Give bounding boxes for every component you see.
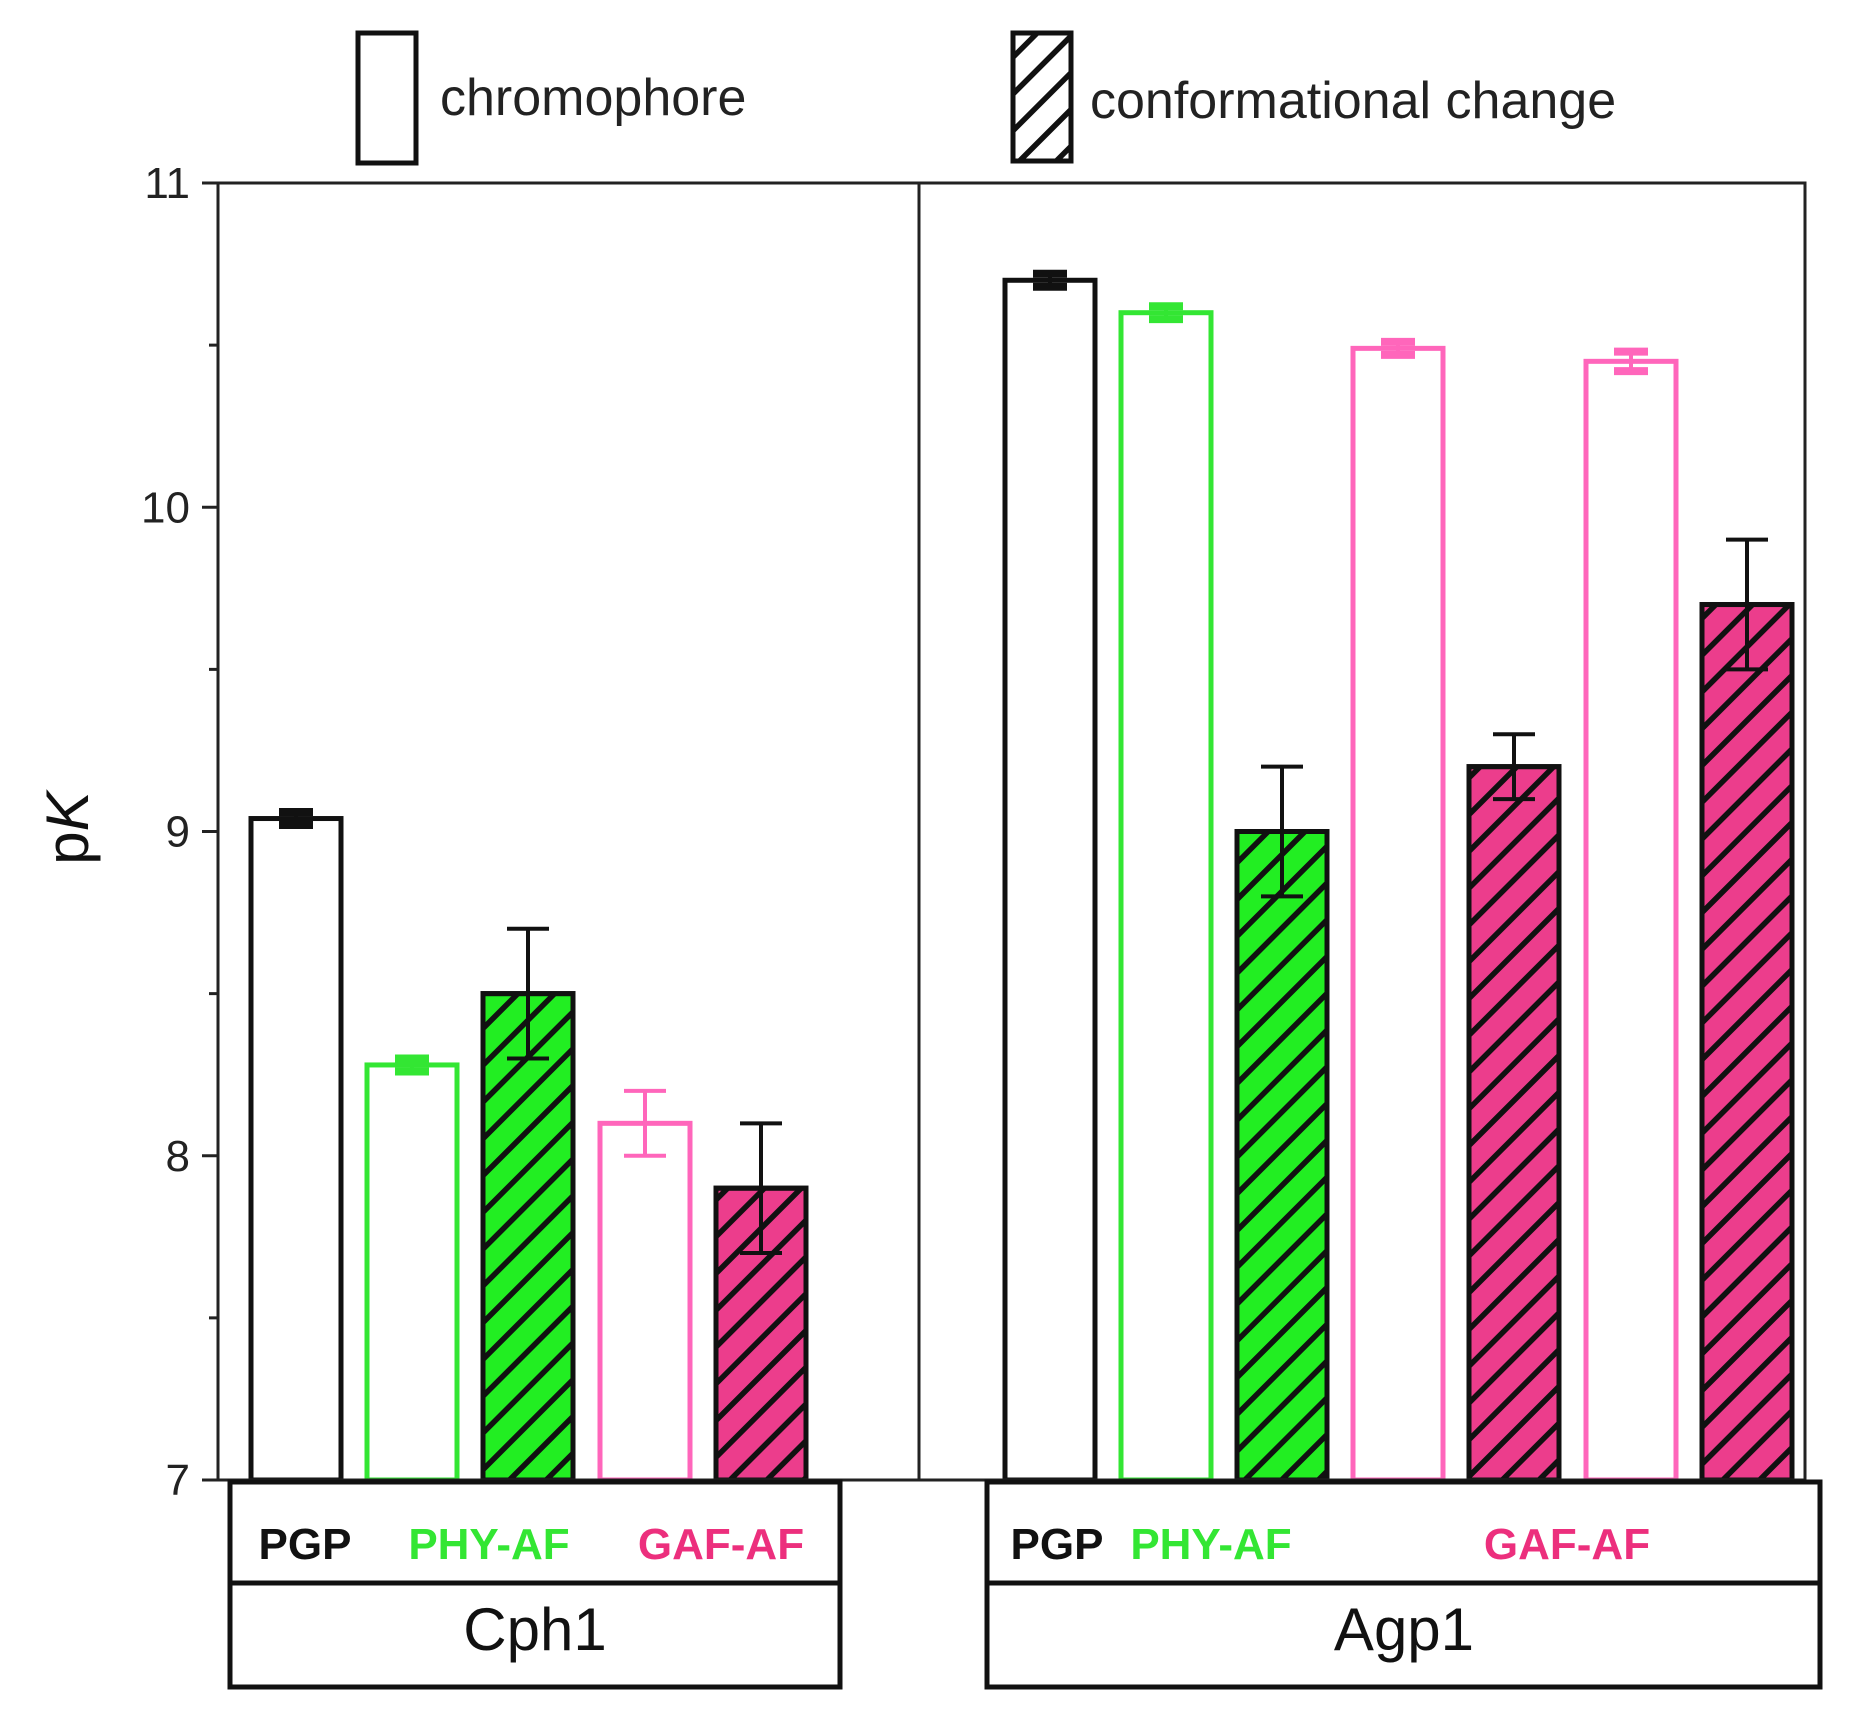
legend: chromophore conformational change bbox=[355, 30, 1616, 166]
y-axis-ticks: 7 8 9 10 11 bbox=[141, 159, 218, 1505]
category-label-gaf-af: GAF-AF bbox=[638, 1520, 804, 1569]
bar-agp1-pgp-chromophore bbox=[1002, 277, 1098, 1483]
y-tick-label: 11 bbox=[144, 159, 190, 208]
panel-label-cph1: Cph1 bbox=[463, 1596, 606, 1663]
bar-agp1-gaf-af-chromophore bbox=[1350, 345, 1446, 1483]
y-tick-label: 10 bbox=[141, 483, 190, 532]
bar-agp1-phy-af-chromophore bbox=[1118, 310, 1214, 1483]
y-tick-label: 9 bbox=[166, 808, 190, 857]
bar-agp1-gaf-af-chromophore bbox=[1583, 358, 1679, 1483]
category-label-pgp: PGP bbox=[1011, 1520, 1104, 1569]
legend-label-conformational-change: conformational change bbox=[1090, 72, 1616, 130]
y-tick-label: 8 bbox=[166, 1132, 190, 1181]
bar-cph1-gaf-af-chromophore bbox=[597, 1120, 693, 1483]
category-label-gaf-af: GAF-AF bbox=[1484, 1520, 1650, 1569]
legend-label-chromophore: chromophore bbox=[440, 69, 746, 127]
bar-cph1-phy-af-conformational-change-hatch bbox=[480, 991, 576, 1483]
panel-label-agp1: Agp1 bbox=[1334, 1596, 1474, 1663]
y-tick-label: 7 bbox=[166, 1456, 190, 1505]
bar-agp1-gaf-af-conformational-change-hatch bbox=[1699, 602, 1795, 1483]
category-label-phy-af: PHY-AF bbox=[1130, 1520, 1291, 1569]
category-label-pgp: PGP bbox=[259, 1520, 352, 1569]
category-label-phy-af: PHY-AF bbox=[408, 1520, 569, 1569]
y-axis-label: pK bbox=[34, 788, 101, 864]
category-box-cph1: PGP PHY-AF GAF-AF Cph1 bbox=[227, 1479, 843, 1690]
legend-swatch-chromophore bbox=[355, 30, 419, 166]
bar-agp1-gaf-af-conformational-change-hatch bbox=[1466, 764, 1562, 1483]
legend-swatch-conformational-change bbox=[1010, 30, 1074, 164]
bar-agp1-phy-af-conformational-change-hatch bbox=[1234, 829, 1330, 1483]
category-box-agp1: PGP PHY-AF GAF-AF Agp1 bbox=[984, 1479, 1823, 1690]
bar-cph1-pgp-chromophore bbox=[248, 816, 344, 1483]
bar-cph1-phy-af-chromophore bbox=[364, 1062, 460, 1483]
bars bbox=[248, 269, 1795, 1483]
